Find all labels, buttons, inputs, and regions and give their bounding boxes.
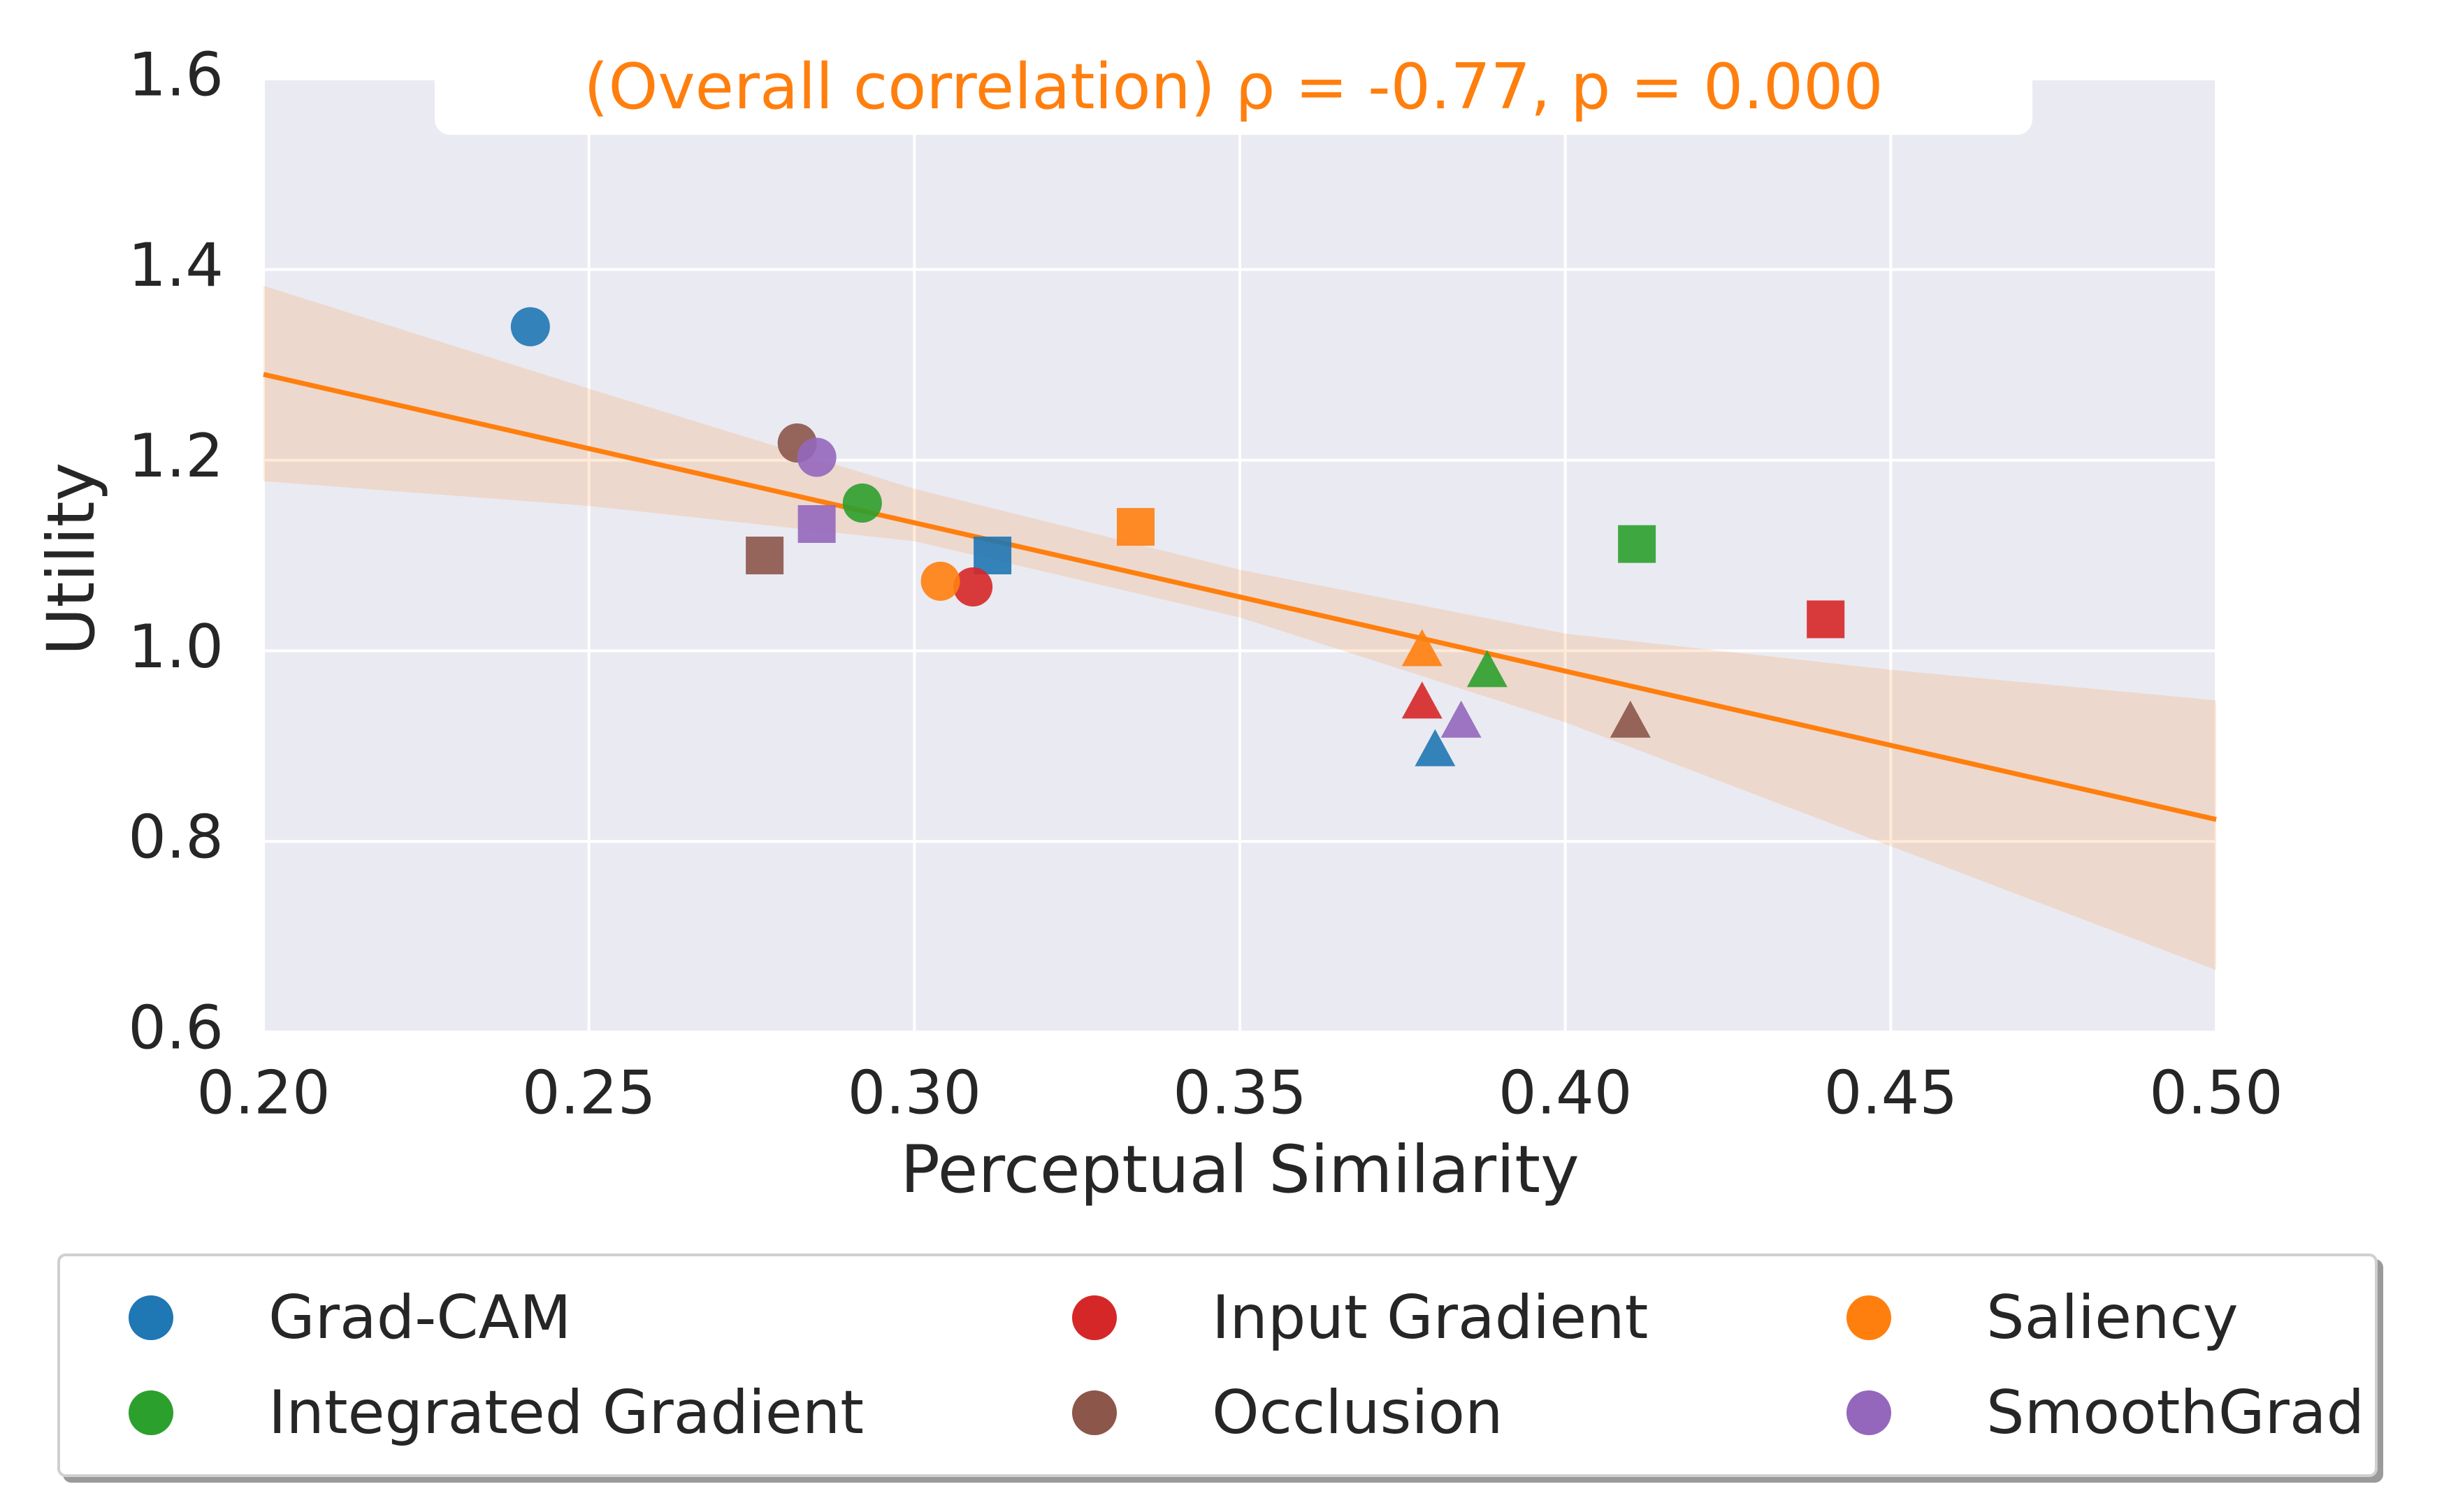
input-gradient-square-point	[1807, 600, 1845, 639]
legend-label: Integrated Gradient	[268, 1378, 865, 1448]
x-tick-label: 0.40	[1498, 1058, 1632, 1128]
y-tick-label: 1.2	[128, 421, 224, 491]
grad-cam-triangle-point	[1415, 729, 1456, 766]
smoothgrad-circle-point	[797, 437, 837, 477]
legend-item-input-gradient: Input Gradient	[1072, 1283, 1648, 1353]
grid-lines	[262, 78, 2218, 1033]
regression-line	[263, 372, 2217, 822]
x-tick-label: 0.20	[196, 1058, 330, 1128]
legend-label: Saliency	[1986, 1283, 2239, 1353]
smoothgrad-triangle-point	[1440, 700, 1482, 738]
legend-item-saliency: Saliency	[1846, 1283, 2239, 1353]
saliency-circle-point	[920, 561, 960, 601]
input-gradient-circle-point	[953, 567, 993, 607]
regression-fit-line	[263, 372, 2217, 822]
smoothgrad-marker-icon	[1846, 1390, 1891, 1435]
axis-ticks: 0.20 0.25 0.30 0.35 0.40 0.45 0.50 0.6 0.8 1.0 1.2…	[128, 40, 2283, 1128]
occlusion-triangle-point	[1610, 700, 1651, 738]
integrated-gradient-square-point	[1618, 525, 1656, 563]
integrated-gradient-triangle-point	[1466, 650, 1508, 688]
x-tick-label: 0.50	[2149, 1058, 2283, 1128]
scatter-chart: 0.20 0.25 0.30 0.35 0.40 0.45 0.50 0.6 0.8 1.0 1.2…	[33, 38, 2283, 1208]
confidence-interval-band	[263, 285, 2216, 971]
x-axis-label: Perceptual Similarity	[900, 1132, 1579, 1208]
y-tick-label: 0.8	[128, 803, 224, 873]
grad-cam-square-point	[974, 537, 1012, 574]
legend-item-integrated-gradient: Integrated Gradient	[129, 1378, 864, 1448]
legend-item-smoothgrad: SmoothGrad	[1846, 1378, 2364, 1448]
legend-label: Occlusion	[1212, 1378, 1503, 1448]
title-box	[435, 38, 2032, 135]
grad-cam-circle-point	[510, 307, 550, 347]
integrated-gradient-marker-icon	[129, 1390, 173, 1435]
x-tick-label: 0.30	[848, 1058, 981, 1128]
input-gradient-marker-icon	[1072, 1295, 1117, 1340]
integrated-gradient-circle-point	[842, 483, 882, 523]
occlusion-marker-icon	[1072, 1390, 1117, 1435]
saliency-marker-icon	[1846, 1295, 1891, 1340]
y-tick-label: 1.4	[128, 231, 224, 300]
x-tick-label: 0.45	[1824, 1058, 1958, 1128]
smoothgrad-square-point	[797, 504, 836, 543]
x-tick-label: 0.25	[522, 1058, 656, 1128]
y-tick-label: 0.6	[128, 993, 224, 1063]
x-tick-label: 0.35	[1173, 1058, 1306, 1128]
legend-item-occlusion: Occlusion	[1072, 1378, 1503, 1448]
saliency-triangle-point	[1401, 629, 1443, 667]
chart-title: (Overall correlation) ρ = -0.77, p = 0.0…	[584, 50, 1883, 124]
legend-item-grad-cam: Grad-CAM	[129, 1283, 571, 1353]
occlusion-square-point	[746, 537, 784, 574]
legend-label: Grad-CAM	[268, 1283, 572, 1353]
legend-label: SmoothGrad	[1986, 1378, 2365, 1448]
data-points	[510, 307, 1845, 766]
grad-cam-marker-icon	[129, 1295, 173, 1340]
legend: Grad-CAM Input Gradient Saliency Integra…	[57, 1253, 2378, 1477]
y-tick-label: 1.0	[128, 612, 224, 682]
y-tick-label: 1.6	[128, 40, 224, 110]
input-gradient-triangle-point	[1401, 681, 1443, 719]
legend-label: Input Gradient	[1212, 1283, 1649, 1353]
saliency-square-point	[1116, 508, 1155, 546]
y-axis-label: Utility	[34, 463, 110, 656]
confidence-band	[263, 285, 2216, 971]
